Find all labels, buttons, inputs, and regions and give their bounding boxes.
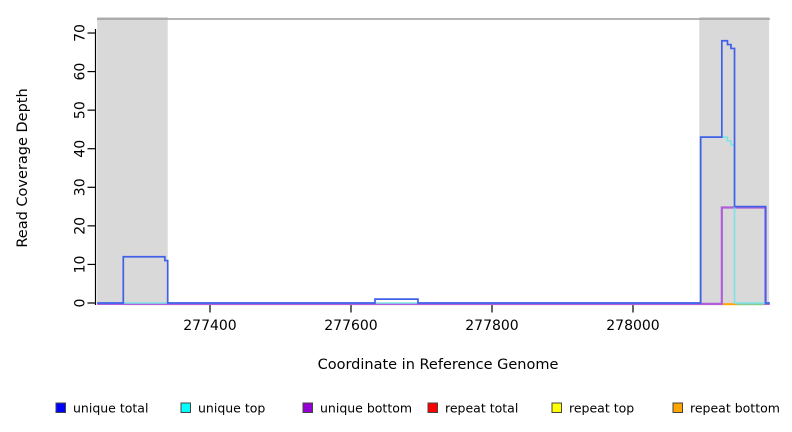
y-tick-label: 50 — [73, 101, 89, 119]
series-unique-top — [97, 136, 770, 304]
y-axis-title: Read Coverage Depth — [15, 88, 31, 247]
x-tick-label: 277800 — [465, 318, 518, 334]
legend-swatch — [427, 402, 438, 413]
legend-item: repeat total — [427, 401, 518, 416]
shaded-region — [97, 17, 168, 304]
legend-swatch — [180, 402, 191, 413]
data-series — [97, 39, 770, 306]
legend-item: unique top — [180, 401, 265, 416]
legend-swatch — [551, 402, 562, 413]
legend-item: unique total — [55, 401, 148, 416]
series-unique-bottom — [97, 206, 770, 305]
y-tick-label: 30 — [73, 178, 89, 196]
legend-item: repeat bottom — [672, 401, 780, 416]
series-unique-total — [97, 39, 770, 304]
legend-item: unique bottom — [302, 401, 412, 416]
y-tick-label: 70 — [73, 24, 89, 42]
legend: unique total unique top unique bottom re… — [55, 401, 780, 416]
x-tick-label: 277400 — [183, 318, 236, 334]
legend-label: unique top — [198, 401, 265, 416]
legend-item: repeat top — [551, 401, 634, 416]
y-tick-label: 10 — [73, 256, 89, 274]
x-tick-label: 278000 — [606, 318, 659, 334]
legend-swatch — [302, 402, 313, 413]
y-tick-label: 0 — [73, 299, 89, 308]
y-tick-label: 40 — [73, 140, 89, 158]
y-tick-label: 60 — [73, 63, 89, 81]
legend-label: unique bottom — [320, 401, 412, 416]
legend-swatch — [672, 402, 683, 413]
axes: 0 10 20 30 40 50 60 70 277400 277600 277800 278000 — [73, 18, 770, 334]
legend-label: repeat total — [445, 401, 518, 416]
legend-label: repeat bottom — [690, 401, 780, 416]
legend-swatch — [55, 402, 66, 413]
y-tick-label: 20 — [73, 217, 89, 235]
legend-label: repeat top — [569, 401, 634, 416]
shaded-regions — [97, 17, 770, 304]
x-tick-label: 277600 — [324, 318, 377, 334]
legend-label: unique total — [73, 401, 148, 416]
x-axis-title: Coordinate in Reference Genome — [318, 357, 559, 373]
